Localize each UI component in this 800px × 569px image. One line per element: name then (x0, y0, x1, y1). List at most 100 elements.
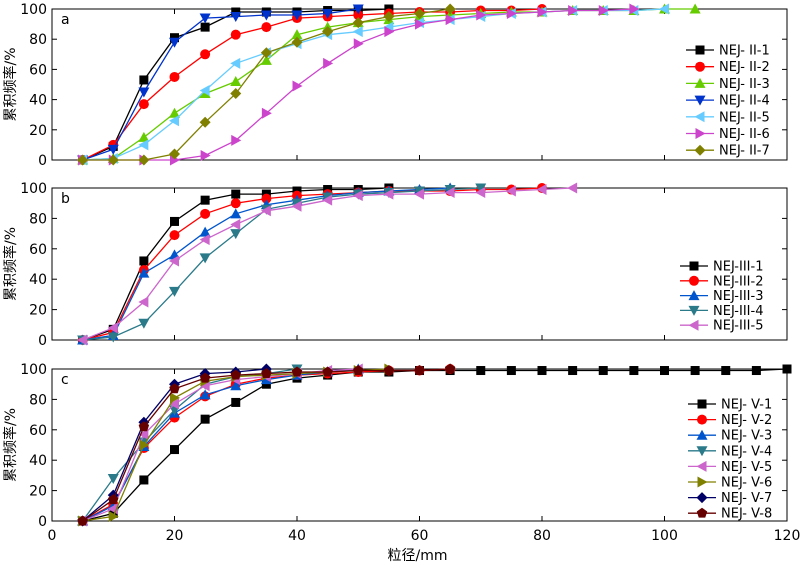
legend-label: NEJ-III-1 (713, 260, 763, 275)
data-point (138, 99, 149, 110)
data-point (505, 185, 516, 197)
data-point (230, 75, 242, 86)
series-line (82, 368, 359, 522)
legend-marker (688, 290, 700, 301)
legend-marker (695, 45, 705, 55)
data-point (138, 296, 149, 308)
data-point (169, 115, 179, 127)
panel-tag: c (61, 372, 69, 388)
series-line (82, 8, 359, 161)
data-point (445, 14, 456, 26)
y-tick-label: 0 (38, 333, 47, 349)
data-point (414, 8, 425, 20)
data-point (260, 205, 271, 217)
data-point (170, 33, 179, 43)
data-point (690, 366, 700, 376)
data-point (322, 194, 333, 206)
y-tick-label: 20 (29, 484, 47, 500)
data-point (598, 366, 608, 376)
data-point (352, 190, 363, 202)
legend-label: NEJ-III-5 (713, 319, 763, 334)
data-point (108, 494, 119, 505)
data-point (169, 255, 179, 267)
data-point (629, 366, 639, 376)
legend-marker (694, 111, 705, 123)
data-point (169, 148, 180, 160)
data-point (200, 149, 211, 161)
data-point (322, 9, 334, 20)
data-point (384, 26, 395, 38)
data-point (199, 85, 210, 97)
data-point (721, 366, 731, 376)
data-point (659, 3, 669, 15)
data-point (230, 29, 241, 40)
data-point (475, 187, 486, 199)
legend-label: NEJ- II-1 (719, 44, 770, 59)
data-point (506, 366, 516, 376)
plot-frame (51, 368, 788, 522)
data-point (170, 445, 179, 455)
series-c-8 (77, 363, 456, 526)
data-point (475, 183, 487, 194)
legend-marker (688, 305, 700, 316)
data-point (199, 234, 210, 246)
data-point (200, 49, 211, 60)
data-point (169, 107, 180, 118)
data-point (138, 421, 150, 432)
y-axis-label: 累积频率/% (2, 47, 19, 121)
plot-frame (51, 8, 788, 161)
data-point (537, 6, 548, 18)
panel-tag: a (61, 12, 70, 28)
data-point (199, 116, 211, 128)
data-point (199, 13, 211, 24)
data-point (170, 216, 179, 226)
data-point (261, 379, 271, 389)
y-tick-label: 100 (20, 362, 47, 378)
x-tick-label: 80 (533, 528, 551, 544)
y-tick-label: 60 (29, 423, 47, 439)
y-tick-label: 40 (29, 272, 47, 288)
y-tick-label: 0 (38, 153, 47, 169)
data-point (260, 54, 272, 65)
x-axis-label: 粒径/mm (388, 548, 448, 564)
legend-marker (697, 476, 708, 488)
legend-label: NEJ- V-7 (721, 491, 772, 506)
data-point (660, 366, 669, 376)
data-point (200, 414, 210, 424)
data-point (138, 87, 150, 98)
data-point (261, 107, 272, 119)
data-point (352, 4, 364, 15)
data-point (169, 230, 180, 241)
series-a-7 (77, 3, 456, 166)
y-tick-label: 40 (29, 453, 47, 469)
data-point (782, 364, 792, 374)
y-tick-label: 80 (29, 211, 47, 227)
data-point (383, 188, 394, 200)
data-point (231, 189, 241, 199)
data-point (138, 154, 150, 166)
data-point (260, 47, 272, 59)
data-point (139, 475, 149, 485)
data-point (230, 218, 241, 230)
series-line (82, 8, 543, 161)
series-line (82, 187, 573, 341)
data-point (383, 365, 395, 375)
y-tick-label: 100 (20, 2, 47, 18)
series-c-1 (78, 364, 792, 526)
data-point (138, 318, 150, 329)
y-tick-label: 0 (38, 514, 47, 530)
legend-marker (689, 261, 699, 271)
data-point (291, 29, 303, 40)
data-point (230, 208, 242, 219)
data-point (139, 256, 149, 266)
x-tick-label: 60 (411, 528, 429, 544)
data-point (598, 5, 609, 17)
legend-marker (696, 429, 708, 440)
legend-label: NEJ- II-7 (719, 144, 770, 159)
x-tick-label: 40 (288, 528, 306, 544)
data-point (230, 229, 242, 240)
x-tick-label: 20 (166, 528, 184, 544)
data-point (567, 182, 578, 194)
